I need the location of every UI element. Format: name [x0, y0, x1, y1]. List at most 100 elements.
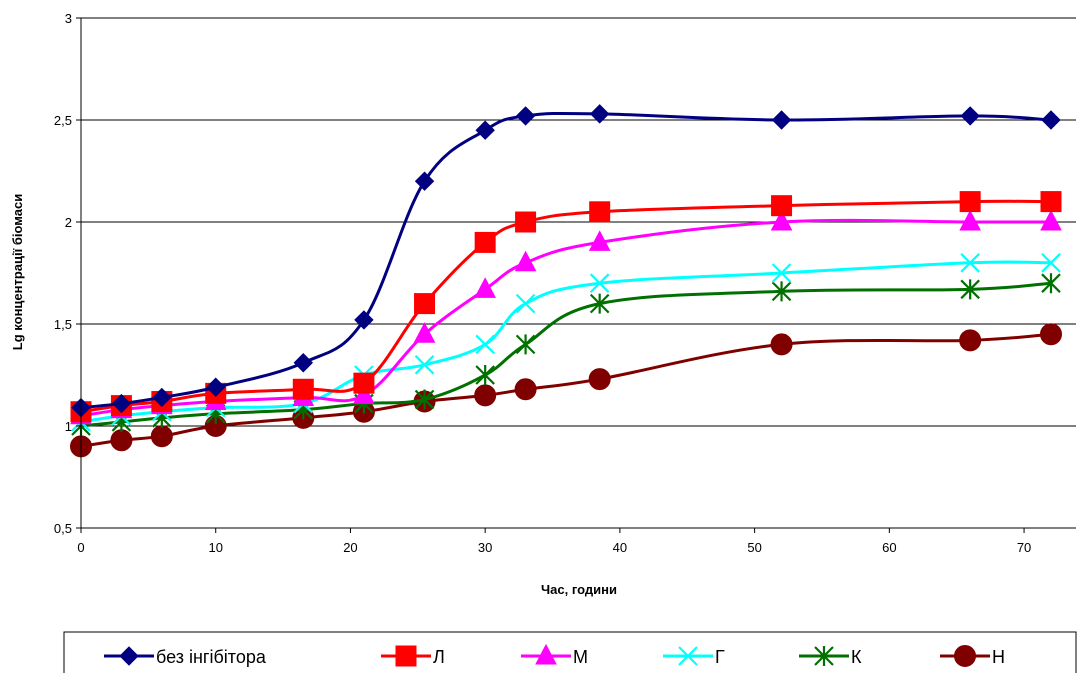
y-ticks: 0,5 1 1,5 2 2,5 3 [54, 11, 81, 536]
series-5-point [1041, 273, 1061, 294]
legend-item: без інгібітора [104, 646, 267, 667]
series-5-point [771, 281, 792, 302]
y-tick-label: 2,5 [54, 113, 72, 128]
legend-label: Л [433, 647, 445, 667]
series-3-point [588, 230, 611, 251]
x-tick-label: 0 [77, 540, 84, 555]
series-1-point [589, 104, 610, 124]
series-3-point [474, 277, 496, 298]
series-2-point [1040, 191, 1062, 213]
series-2-point [474, 231, 496, 253]
legend-marker [678, 646, 698, 666]
legend-items: без інгібітора Л М Г К Н [104, 643, 1005, 667]
legend-label: Г [715, 647, 725, 667]
series-6-point [959, 329, 982, 352]
legend-marker [395, 645, 417, 667]
series-1-point [293, 353, 313, 373]
grid-lines [81, 17, 1076, 427]
x-ticks: 0 10 20 30 40 50 60 70 [77, 528, 1031, 555]
legend-item: Н [940, 645, 1005, 667]
legend-marker [814, 646, 834, 666]
series-5-point [960, 279, 980, 300]
series-2-point [414, 293, 436, 315]
legend-label: Н [992, 647, 1005, 667]
series-1-point [206, 377, 226, 397]
series-3-point [514, 250, 537, 272]
legend-item: Г [663, 646, 725, 667]
series-6 [70, 323, 1062, 458]
series-2-line [80, 199, 1052, 414]
y-tick-label: 0,5 [54, 521, 72, 536]
legend-item: М [521, 643, 588, 667]
series-6-point [150, 425, 173, 448]
series-4-line [80, 260, 1052, 424]
series-4-point [960, 253, 980, 273]
legend-marker [954, 645, 976, 667]
series-1-point [515, 106, 536, 126]
series-1-point [475, 120, 495, 140]
series-1-point [771, 110, 792, 130]
series-4-point [589, 273, 610, 293]
series-5-point [515, 334, 536, 355]
y-axis-title: Lg концентрації біомаси [10, 194, 25, 350]
series-3-line [80, 218, 1051, 418]
series-2-point [589, 201, 611, 223]
x-axis-title: Час, години [541, 582, 617, 597]
series-2-point [959, 191, 981, 213]
series-6-point [588, 368, 611, 391]
series-1-point [111, 393, 132, 414]
series-4-point [1041, 253, 1061, 273]
series-6-point [110, 429, 133, 452]
series-6-point [770, 333, 793, 356]
legend-frame [63, 631, 1077, 673]
series-4-point [771, 263, 792, 283]
series-3-point [413, 322, 436, 343]
y-tick-label: 1 [65, 419, 72, 434]
series-6-point [514, 378, 537, 401]
legend-label: М [573, 647, 588, 667]
series-5-point [589, 293, 610, 314]
series-2-point [292, 378, 314, 400]
series-3-point [1040, 209, 1062, 231]
legend-label: К [851, 647, 862, 667]
series-1-point [414, 171, 435, 191]
legend: без інгібітора Л М Г К Н [63, 631, 1077, 673]
series-4-point [515, 293, 536, 314]
series-4-point [414, 355, 435, 375]
legend-item: Л [381, 645, 445, 667]
series-1-line [80, 111, 1052, 410]
x-tick-label: 20 [343, 540, 357, 555]
series-2-point [515, 211, 537, 233]
series-1-point [152, 387, 172, 408]
series-3-point [770, 209, 793, 231]
series-1-point [1041, 110, 1061, 130]
legend-label: без інгібітора [156, 647, 267, 667]
x-tick-label: 40 [613, 540, 627, 555]
series-1-point [960, 106, 980, 126]
x-tick-label: 10 [208, 540, 222, 555]
series-1-point [354, 310, 374, 330]
series-3-point [353, 383, 375, 404]
y-tick-label: 2 [65, 215, 72, 230]
series-4-point [475, 334, 495, 355]
x-tick-label: 70 [1017, 540, 1031, 555]
legend-marker [535, 643, 557, 665]
series-layer [70, 104, 1062, 458]
series-5-point [414, 389, 435, 410]
series-1 [71, 104, 1061, 418]
series-6-line [80, 332, 1052, 448]
legend-marker [119, 646, 139, 666]
series-6-point [1040, 323, 1062, 346]
series-2-point [771, 195, 793, 217]
x-tick-label: 60 [882, 540, 896, 555]
x-tick-label: 30 [478, 540, 492, 555]
series-5-line [80, 281, 1052, 428]
legend-item: К [799, 646, 862, 667]
y-tick-label: 1,5 [54, 317, 72, 332]
series-2-point [353, 372, 375, 394]
x-tick-label: 50 [747, 540, 761, 555]
series-3-point [959, 209, 981, 231]
series-5-point [475, 365, 495, 385]
series-6-point [474, 384, 497, 407]
